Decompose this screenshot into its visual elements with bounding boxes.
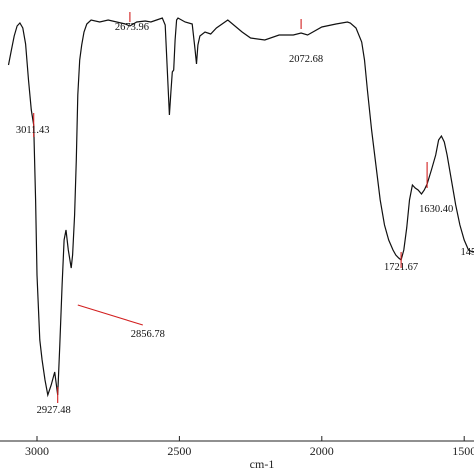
- peak-label-layer: 3011.43 2927.48 2856.78 2673.96 2072.68 1721.…: [16, 22, 474, 416]
- x-tick-layer: 30002500200015001000: [25, 436, 474, 458]
- peak-label: 2673.96: [115, 22, 149, 33]
- x-tick-label: 3000: [25, 444, 49, 458]
- peak-marker: [77, 304, 143, 326]
- spectrum-line: [7, 17, 474, 398]
- peak-label: 1721.67: [384, 262, 418, 273]
- peak-label: 2072.68: [289, 54, 323, 65]
- peak-label: 1630.40: [419, 204, 453, 215]
- peak-label: 2856.78: [131, 329, 165, 340]
- x-tick-label: 1500: [452, 444, 474, 458]
- peak-label: 3011.43: [16, 125, 50, 136]
- x-tick-label: 2000: [310, 444, 334, 458]
- x-axis-label: cm-1: [250, 457, 275, 471]
- x-tick-label: 2500: [167, 444, 191, 458]
- peak-marker-layer: [33, 12, 428, 403]
- peak-label: 2927.48: [37, 405, 71, 416]
- spectrum-layer: [7, 17, 474, 398]
